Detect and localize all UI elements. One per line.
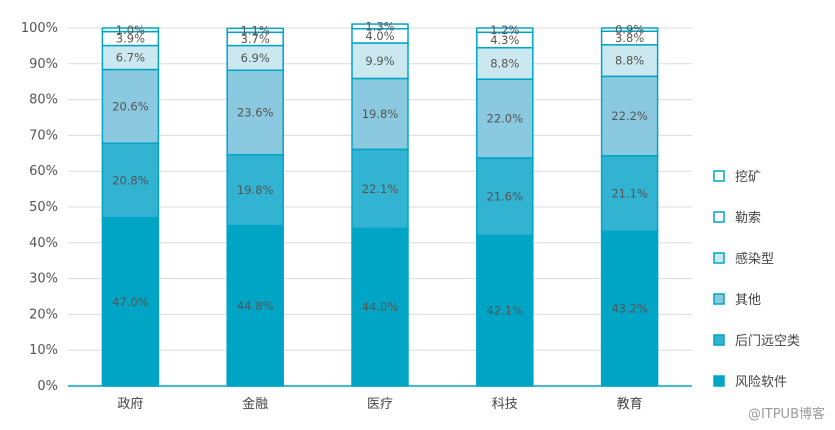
watermark: @ITPUB博客 [747, 407, 825, 422]
data-label: 19.8% [362, 107, 399, 121]
bar-segment [476, 234, 534, 387]
data-label: 1.1% [241, 23, 270, 37]
data-label: 20.6% [112, 99, 149, 113]
legend-swatch [713, 334, 725, 346]
data-label: 19.8% [237, 183, 274, 197]
x-tick-label: 教育 [617, 396, 643, 412]
data-label: 1.2% [490, 23, 519, 37]
y-tick-label: 10% [29, 343, 58, 358]
bar-segment [600, 27, 659, 32]
legend-label: 勒索 [735, 211, 761, 226]
legend-swatch [713, 293, 725, 305]
data-label: 3.8% [615, 31, 644, 45]
y-tick-label: 0% [37, 379, 58, 394]
legend-swatch [713, 375, 725, 387]
y-tick-label: 50% [29, 200, 58, 215]
bar-segment [226, 27, 284, 34]
bar-segment [351, 227, 409, 387]
data-label: 9.9% [365, 54, 394, 68]
data-label: 43.2% [611, 302, 648, 316]
data-label: 6.7% [116, 51, 145, 65]
bar-segment [476, 157, 534, 237]
data-label: 44.0% [362, 300, 399, 314]
legend-label: 感染型 [735, 251, 774, 267]
data-label: 47.0% [112, 295, 149, 309]
bar-segment [351, 77, 409, 151]
data-label: 4.0% [365, 29, 394, 43]
bar-segment [600, 155, 659, 233]
legend-label: 风险软件 [735, 375, 787, 390]
bar-segment [351, 148, 409, 230]
data-label: 44.8% [237, 299, 274, 313]
data-label: 6.9% [241, 51, 270, 65]
data-label: 8.8% [490, 56, 519, 70]
legend-label: 后门远空类 [735, 334, 800, 349]
y-tick-label: 40% [29, 236, 58, 251]
data-label: 23.6% [237, 105, 274, 119]
data-label: 21.1% [611, 187, 648, 201]
y-tick-label: 30% [29, 272, 58, 287]
bar-segment [600, 44, 659, 78]
data-label: 21.6% [487, 190, 524, 204]
y-tick-label: 90% [29, 57, 58, 72]
data-label: 42.1% [487, 304, 524, 318]
y-tick-label: 100% [21, 21, 58, 36]
data-label: 22.0% [487, 112, 524, 126]
data-labels: 47.0% 20.8% 20.6% 6.7% 3.9%1.0% 44.8% 19.8% 23.… [112, 19, 648, 317]
bar-segment [600, 230, 659, 387]
bar-segment [101, 27, 160, 33]
data-label: 4.3% [490, 33, 519, 47]
y-tick-label: 70% [29, 128, 58, 143]
data-label: 1.0% [116, 23, 145, 37]
bar-segment [351, 42, 409, 80]
legend-swatch [713, 211, 725, 223]
x-tick-label: 政府 [117, 397, 143, 412]
data-label: 3.9% [116, 32, 145, 46]
data-label: 8.8% [615, 54, 644, 68]
bar-segment [600, 75, 659, 157]
data-label: 22.2% [611, 109, 648, 123]
x-tick-label: 医疗 [367, 397, 393, 412]
legend-label: 其他 [735, 293, 761, 308]
y-tick-label: 60% [29, 164, 58, 179]
data-label: 3.7% [241, 32, 270, 46]
data-label: 20.8% [112, 174, 149, 188]
data-label: 1.3% [365, 19, 394, 33]
y-axis-ticks: 0% 10% 20% 30% 40% 50% 60% 70% 80% 90% 100% [21, 21, 58, 394]
y-tick-label: 20% [29, 307, 58, 322]
data-label: 22.1% [362, 182, 399, 196]
bars [101, 23, 659, 387]
bar-segment [476, 78, 534, 159]
legend-swatch [713, 252, 725, 264]
bar-segment [351, 23, 409, 30]
bar-segment [101, 216, 160, 387]
legend-swatch [713, 170, 725, 182]
x-axis-ticks: 政府 金融 医疗 科技 教育 [117, 396, 642, 412]
y-tick-label: 80% [29, 93, 58, 108]
x-tick-label: 金融 [242, 396, 268, 412]
bar-segment [476, 27, 534, 34]
legend-label: 挖矿 [735, 170, 761, 185]
data-label: 0.9% [615, 23, 644, 37]
x-tick-label: 科技 [492, 397, 518, 412]
